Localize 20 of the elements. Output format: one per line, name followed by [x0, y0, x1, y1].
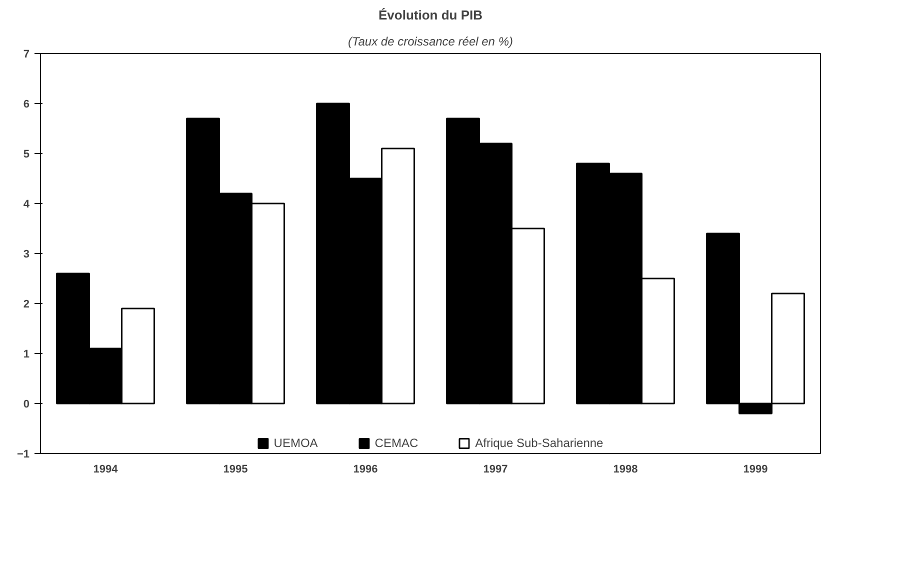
legend-label: CEMAC	[374, 436, 418, 450]
legend-label: UEMOA	[274, 436, 318, 450]
y-tick-label: 4	[23, 198, 30, 210]
y-tick-label: 2	[23, 298, 30, 310]
x-tick-label: 1999	[743, 464, 768, 476]
y-tick-label: −1	[16, 448, 30, 460]
y-tick-label: 6	[23, 98, 30, 110]
y-tick-label: 5	[23, 148, 30, 160]
y-tick-label: 1	[23, 348, 30, 360]
x-tick-label: 1994	[93, 464, 119, 476]
chart-title: Évolution du PIB	[378, 8, 483, 22]
y-tick-label: 0	[23, 398, 30, 410]
x-tick-label: 1996	[353, 464, 378, 476]
x-tick-label: 1998	[613, 464, 638, 476]
chart-subtitle: (Taux de croissance réel en %)	[348, 34, 513, 48]
legend-label: Afrique Sub-Saharienne	[475, 436, 604, 450]
y-tick-label: 3	[23, 248, 30, 260]
y-tick-label: 7	[23, 48, 30, 60]
x-tick-label: 1995	[223, 464, 248, 476]
x-tick-label: 1997	[483, 464, 508, 476]
